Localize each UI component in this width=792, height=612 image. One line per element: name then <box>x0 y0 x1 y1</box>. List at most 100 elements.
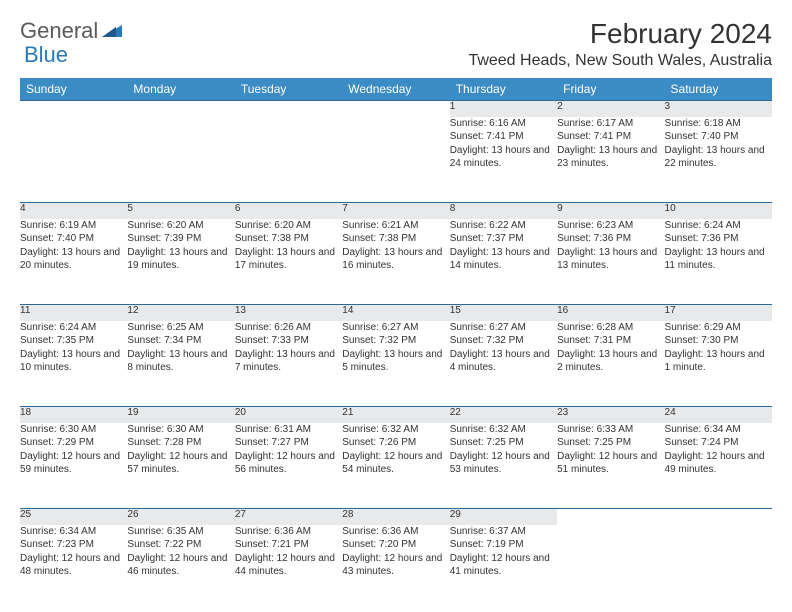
day-number <box>235 101 342 117</box>
logo-text-general: General <box>20 18 98 44</box>
day-cell: Sunrise: 6:32 AMSunset: 7:25 PMDaylight:… <box>450 423 557 509</box>
day-number: 21 <box>342 407 449 423</box>
sunrise-text: Sunrise: 6:17 AM <box>557 117 664 131</box>
daynum-row: 18192021222324 <box>20 407 772 423</box>
day-header: Sunday <box>20 78 127 101</box>
sunset-text: Sunset: 7:25 PM <box>450 436 557 450</box>
sunrise-text: Sunrise: 6:27 AM <box>342 321 449 335</box>
daynum-row: 45678910 <box>20 203 772 219</box>
sunrise-text: Sunrise: 6:20 AM <box>127 219 234 233</box>
sunrise-text: Sunrise: 6:28 AM <box>557 321 664 335</box>
sunset-text: Sunset: 7:31 PM <box>557 334 664 348</box>
day-cell: Sunrise: 6:19 AMSunset: 7:40 PMDaylight:… <box>20 219 127 305</box>
day-number: 18 <box>20 407 127 423</box>
sunset-text: Sunset: 7:40 PM <box>665 130 772 144</box>
day-number: 7 <box>342 203 449 219</box>
day-number: 12 <box>127 305 234 321</box>
sunrise-text: Sunrise: 6:16 AM <box>450 117 557 131</box>
logo-text-blue: Blue <box>24 42 68 67</box>
sunrise-text: Sunrise: 6:36 AM <box>235 525 342 539</box>
daylight-text: Daylight: 12 hours and 44 minutes. <box>235 552 342 579</box>
day-cell: Sunrise: 6:25 AMSunset: 7:34 PMDaylight:… <box>127 321 234 407</box>
day-cell: Sunrise: 6:27 AMSunset: 7:32 PMDaylight:… <box>342 321 449 407</box>
daynum-row: 11121314151617 <box>20 305 772 321</box>
sunset-text: Sunset: 7:21 PM <box>235 538 342 552</box>
day-cell <box>557 525 664 611</box>
day-cell: Sunrise: 6:26 AMSunset: 7:33 PMDaylight:… <box>235 321 342 407</box>
sunrise-text: Sunrise: 6:24 AM <box>20 321 127 335</box>
title-block: February 2024 Tweed Heads, New South Wal… <box>468 18 772 70</box>
day-cell <box>20 117 127 203</box>
daylight-text: Daylight: 13 hours and 14 minutes. <box>450 246 557 273</box>
day-cell: Sunrise: 6:32 AMSunset: 7:26 PMDaylight:… <box>342 423 449 509</box>
sunset-text: Sunset: 7:36 PM <box>665 232 772 246</box>
day-cell: Sunrise: 6:36 AMSunset: 7:21 PMDaylight:… <box>235 525 342 611</box>
day-cell: Sunrise: 6:37 AMSunset: 7:19 PMDaylight:… <box>450 525 557 611</box>
sunrise-text: Sunrise: 6:31 AM <box>235 423 342 437</box>
daynum-row: 2526272829 <box>20 509 772 525</box>
sunset-text: Sunset: 7:26 PM <box>342 436 449 450</box>
day-number <box>557 509 664 525</box>
daylight-text: Daylight: 13 hours and 8 minutes. <box>127 348 234 375</box>
day-cell: Sunrise: 6:34 AMSunset: 7:24 PMDaylight:… <box>665 423 772 509</box>
day-number <box>127 101 234 117</box>
sunrise-text: Sunrise: 6:26 AM <box>235 321 342 335</box>
day-number: 17 <box>665 305 772 321</box>
day-number: 3 <box>665 101 772 117</box>
daylight-text: Daylight: 13 hours and 1 minute. <box>665 348 772 375</box>
sunset-text: Sunset: 7:32 PM <box>450 334 557 348</box>
daylight-text: Daylight: 13 hours and 2 minutes. <box>557 348 664 375</box>
day-number <box>20 101 127 117</box>
sunset-text: Sunset: 7:40 PM <box>20 232 127 246</box>
day-header: Thursday <box>450 78 557 101</box>
daylight-text: Daylight: 12 hours and 43 minutes. <box>342 552 449 579</box>
sunrise-text: Sunrise: 6:30 AM <box>20 423 127 437</box>
logo: General <box>20 18 124 44</box>
daylight-text: Daylight: 12 hours and 54 minutes. <box>342 450 449 477</box>
daynum-row: 123 <box>20 101 772 117</box>
sunset-text: Sunset: 7:37 PM <box>450 232 557 246</box>
daylight-text: Daylight: 12 hours and 41 minutes. <box>450 552 557 579</box>
day-header: Saturday <box>665 78 772 101</box>
day-number: 28 <box>342 509 449 525</box>
daylight-text: Daylight: 12 hours and 59 minutes. <box>20 450 127 477</box>
day-number: 19 <box>127 407 234 423</box>
sunset-text: Sunset: 7:32 PM <box>342 334 449 348</box>
day-number: 14 <box>342 305 449 321</box>
day-header: Tuesday <box>235 78 342 101</box>
day-number: 25 <box>20 509 127 525</box>
daylight-text: Daylight: 13 hours and 10 minutes. <box>20 348 127 375</box>
daylight-text: Daylight: 13 hours and 17 minutes. <box>235 246 342 273</box>
sunset-text: Sunset: 7:35 PM <box>20 334 127 348</box>
day-cell <box>342 117 449 203</box>
day-cell: Sunrise: 6:16 AMSunset: 7:41 PMDaylight:… <box>450 117 557 203</box>
day-cell: Sunrise: 6:23 AMSunset: 7:36 PMDaylight:… <box>557 219 664 305</box>
day-cell: Sunrise: 6:20 AMSunset: 7:39 PMDaylight:… <box>127 219 234 305</box>
sunset-text: Sunset: 7:41 PM <box>557 130 664 144</box>
day-cell: Sunrise: 6:20 AMSunset: 7:38 PMDaylight:… <box>235 219 342 305</box>
daylight-text: Daylight: 13 hours and 13 minutes. <box>557 246 664 273</box>
daylight-text: Daylight: 12 hours and 46 minutes. <box>127 552 234 579</box>
sunrise-text: Sunrise: 6:25 AM <box>127 321 234 335</box>
sunset-text: Sunset: 7:19 PM <box>450 538 557 552</box>
sunrise-text: Sunrise: 6:29 AM <box>665 321 772 335</box>
sunrise-text: Sunrise: 6:21 AM <box>342 219 449 233</box>
day-cell: Sunrise: 6:34 AMSunset: 7:23 PMDaylight:… <box>20 525 127 611</box>
day-number: 1 <box>450 101 557 117</box>
sunset-text: Sunset: 7:24 PM <box>665 436 772 450</box>
month-title: February 2024 <box>468 18 772 50</box>
day-cell: Sunrise: 6:30 AMSunset: 7:29 PMDaylight:… <box>20 423 127 509</box>
day-number: 10 <box>665 203 772 219</box>
sunrise-text: Sunrise: 6:20 AM <box>235 219 342 233</box>
day-cell: Sunrise: 6:33 AMSunset: 7:25 PMDaylight:… <box>557 423 664 509</box>
day-header: Wednesday <box>342 78 449 101</box>
day-number: 27 <box>235 509 342 525</box>
day-cell: Sunrise: 6:30 AMSunset: 7:28 PMDaylight:… <box>127 423 234 509</box>
sunset-text: Sunset: 7:28 PM <box>127 436 234 450</box>
sunrise-text: Sunrise: 6:35 AM <box>127 525 234 539</box>
sunrise-text: Sunrise: 6:18 AM <box>665 117 772 131</box>
day-cell: Sunrise: 6:18 AMSunset: 7:40 PMDaylight:… <box>665 117 772 203</box>
day-cell: Sunrise: 6:24 AMSunset: 7:36 PMDaylight:… <box>665 219 772 305</box>
day-cell <box>127 117 234 203</box>
day-number: 9 <box>557 203 664 219</box>
